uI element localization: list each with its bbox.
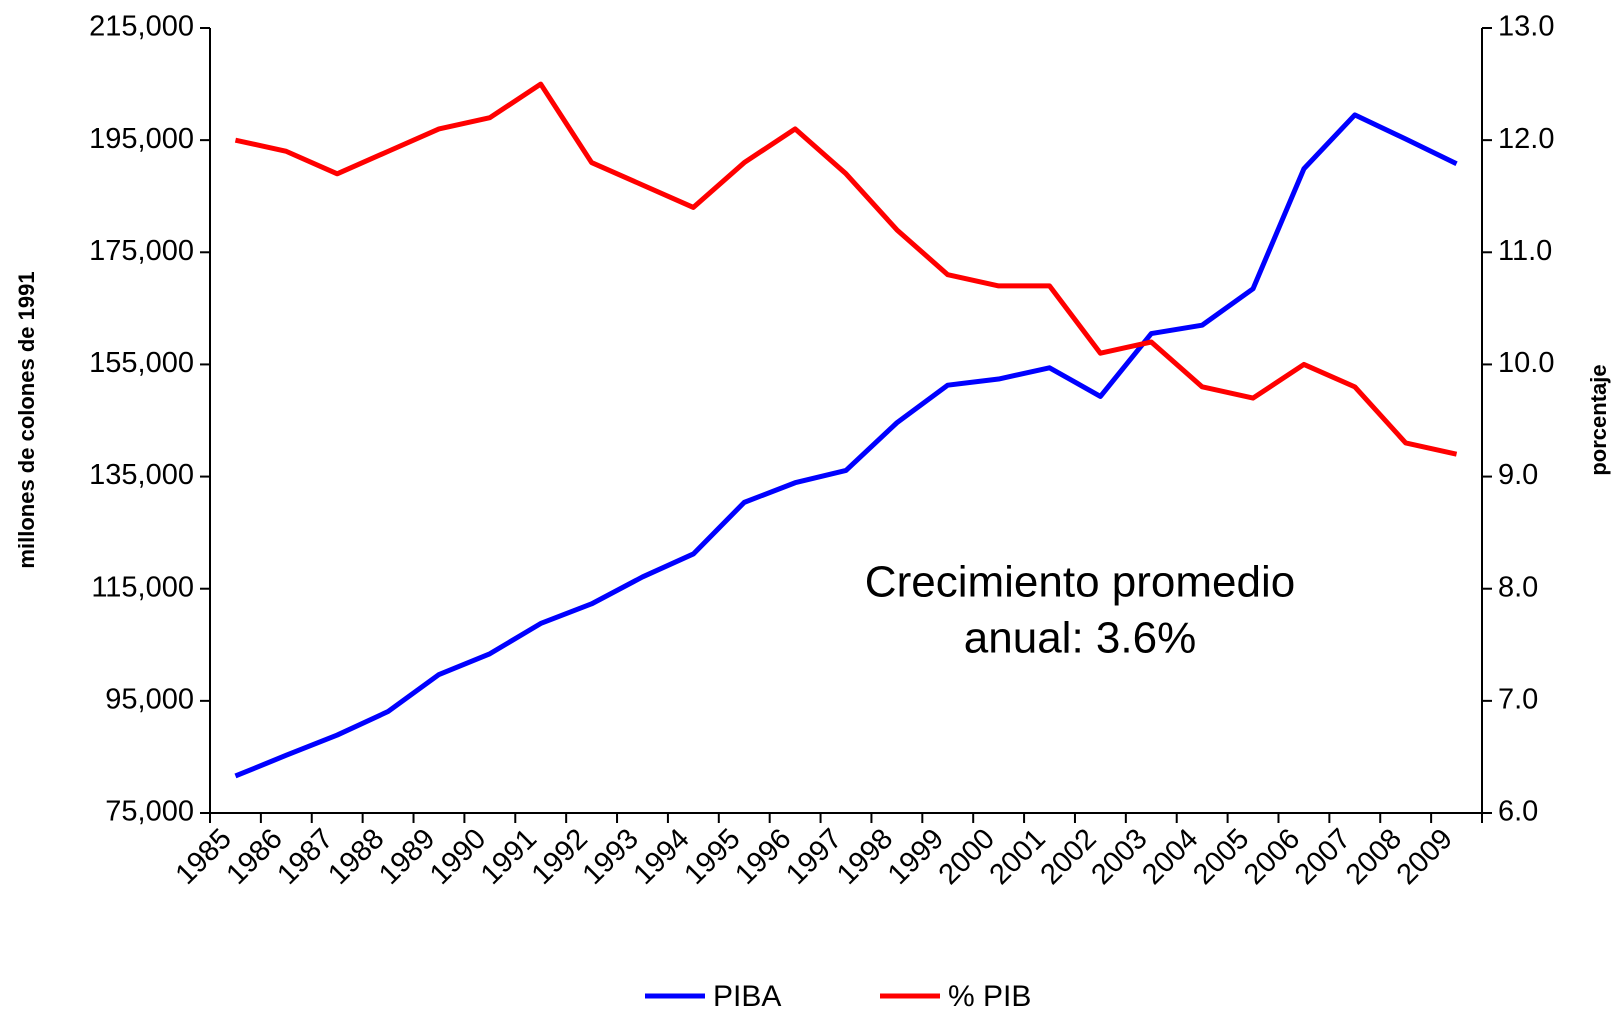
x-tick-label: 1989 [373,823,441,891]
y2-axis-label: porcentaje [1586,364,1611,475]
x-tick-label: 1991 [475,823,543,891]
x-tick-label: 2005 [1187,823,1255,891]
legend-label: PIBA [713,980,781,1011]
x-tick-label: 2009 [1391,823,1459,891]
annotation: Crecimiento promedio [865,558,1295,607]
x-tick-label: 1998 [831,823,899,891]
y-tick-label: 75,000 [105,796,194,828]
data-line [234,81,1458,457]
x-tick-label: 1993 [577,823,645,891]
annotation: anual: 3.6% [964,614,1196,663]
x-tick-label: 1999 [882,823,950,891]
x-tick-label: 1996 [729,823,797,891]
x-tick-label: 1985 [170,823,238,891]
x-tick-label: 1990 [424,823,492,891]
x-tick-label: 1987 [271,823,339,891]
y2-tick-label: 9.0 [1498,459,1538,491]
x-tick-label: 2006 [1238,823,1306,891]
y2-tick-label: 13.0 [1498,11,1554,43]
y-tick-label: 175,000 [89,235,194,267]
y-tick-label: 155,000 [89,347,194,379]
x-tick-label: 1988 [322,823,390,891]
x-tick-label: 2001 [984,823,1052,891]
y-axis-label: millones de colones de 1991 [14,271,39,568]
legend-label: % PIB [948,980,1031,1011]
x-tick-label: 1986 [220,823,288,891]
y2-tick-label: 8.0 [1498,571,1538,603]
y2-tick-label: 12.0 [1498,123,1554,155]
x-tick-label: 2004 [1136,823,1204,891]
x-tick-label: 1992 [526,823,594,891]
y-tick-label: 95,000 [105,684,194,716]
y-tick-label: 135,000 [89,459,194,491]
y-tick-label: 215,000 [89,11,194,43]
y2-tick-label: 10.0 [1498,347,1554,379]
x-tick-label: 1997 [780,823,848,891]
x-tick-label: 2000 [933,823,1001,891]
x-tick-label: 2007 [1289,823,1357,891]
x-tick-label: 1994 [627,823,695,891]
data-line [234,112,1458,779]
x-tick-label: 2008 [1340,823,1408,891]
y-tick-label: 115,000 [91,571,194,603]
x-tick-label: 1995 [678,823,746,891]
y2-tick-label: 11.0 [1498,235,1552,267]
x-tick-label: 2003 [1085,823,1153,891]
y2-tick-label: 7.0 [1498,684,1538,716]
y-tick-label: 195,000 [89,123,194,155]
x-tick-label: 2002 [1035,823,1103,891]
y2-tick-label: 6.0 [1498,796,1538,828]
